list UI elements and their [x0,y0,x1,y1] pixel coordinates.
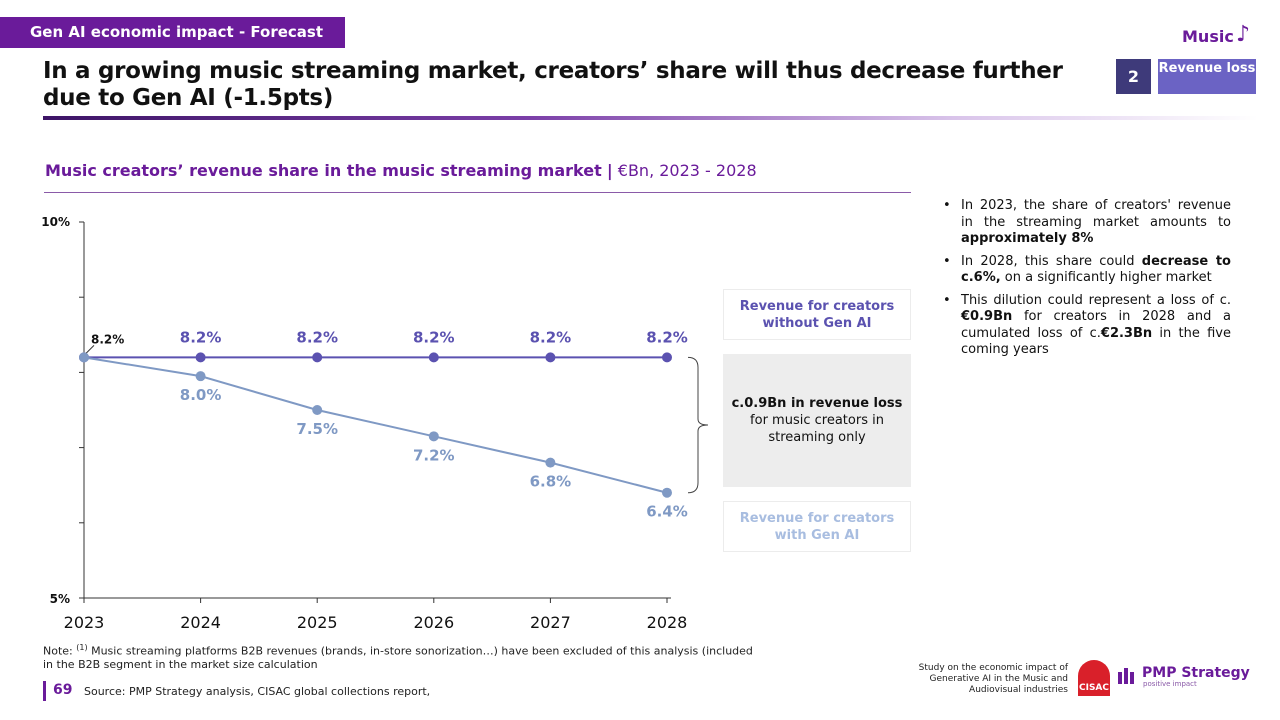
chart-heading-bold: Music creators’ revenue share in the mus… [45,161,602,180]
data-point [79,352,89,363]
page-number: 69 [53,682,73,698]
insight-item: In 2023, the share of creators' revenue … [943,198,1231,248]
pmp-logo-tagline: positive impact [1143,680,1197,688]
chart-heading: Music creators’ revenue share in the mus… [45,161,757,181]
x-tick-label: 2025 [297,613,338,632]
x-tick-label: 2026 [413,613,454,632]
pmp-logo-icon [1118,668,1134,684]
pmp-logo-name: PMP Strategy [1142,665,1250,681]
data-label: 8.2% [180,328,222,346]
y-tick-label: 5% [50,592,70,606]
step-number-badge: 2 [1116,59,1151,94]
data-point [428,431,439,442]
revenue-loss-bold: c.0.9Bn in revenue loss [731,396,903,411]
study-title: Study on the economic impact of Generati… [918,663,1068,695]
key-insights: In 2023, the share of creators' revenue … [943,198,1231,365]
data-point [662,487,672,498]
page-title: In a growing music streaming market, cre… [43,58,1063,111]
legend-without-gen-ai: Revenue for creators without Gen AI [723,289,911,340]
x-tick-label: 2024 [180,613,221,632]
data-label: 8.2% [296,328,338,346]
page-number-bar [43,681,46,701]
chart-heading-sub: €Bn, 2023 - 2028 [617,161,757,180]
data-label: 8.2% [646,328,688,346]
data-label-leader [85,345,95,354]
footnote: Note: (1) Music streaming platforms B2B … [43,643,753,671]
data-point [312,352,323,363]
title-divider [43,116,1258,120]
data-label: 8.2% [91,332,124,346]
data-label: 8.2% [530,328,572,346]
data-label: 7.5% [296,420,338,438]
data-label: 6.4% [646,503,688,521]
insight-item: In 2028, this share could decrease to c.… [943,254,1231,287]
legend-with-gen-ai: Revenue for creators with Gen AI [723,501,911,552]
source-note: Source: PMP Strategy analysis, CISAC glo… [84,685,431,698]
x-tick-label: 2023 [64,613,105,632]
revenue-loss-box: c.0.9Bn in revenue loss for music creato… [723,354,911,487]
revenue-loss-text: for music creators in streaming only [750,413,884,445]
insight-item: This dilution could represent a loss of … [943,293,1231,359]
data-label: 8.0% [180,386,222,404]
data-point [662,352,672,363]
data-point [195,371,206,382]
data-point [312,405,323,415]
cisac-logo: CISAC [1078,660,1110,696]
x-tick-label: 2028 [647,613,688,632]
chart-heading-separator: | [606,161,613,180]
data-point [195,352,206,363]
gap-brace [687,356,709,494]
data-label: 6.8% [530,473,572,491]
music-note-icon: ♪ [1236,22,1251,47]
data-label: 7.2% [413,446,455,464]
data-label: 8.2% [413,328,455,346]
y-tick-label: 10% [41,215,70,229]
step-label-badge: Revenue loss [1158,59,1256,94]
section-tag: Gen AI economic impact - Forecast [0,17,345,48]
data-point [545,457,556,468]
line-chart: 10% 5% 2023 2024 2025 2026 2027 2028 8.2% 8.2% 8.2… [41,215,709,632]
data-point [428,352,439,363]
series-line-with-gen-ai [83,356,668,494]
x-tick-label: 2027 [530,613,571,632]
category-label: Music [1182,27,1234,46]
chart-heading-divider [44,192,911,193]
data-point [545,352,556,363]
